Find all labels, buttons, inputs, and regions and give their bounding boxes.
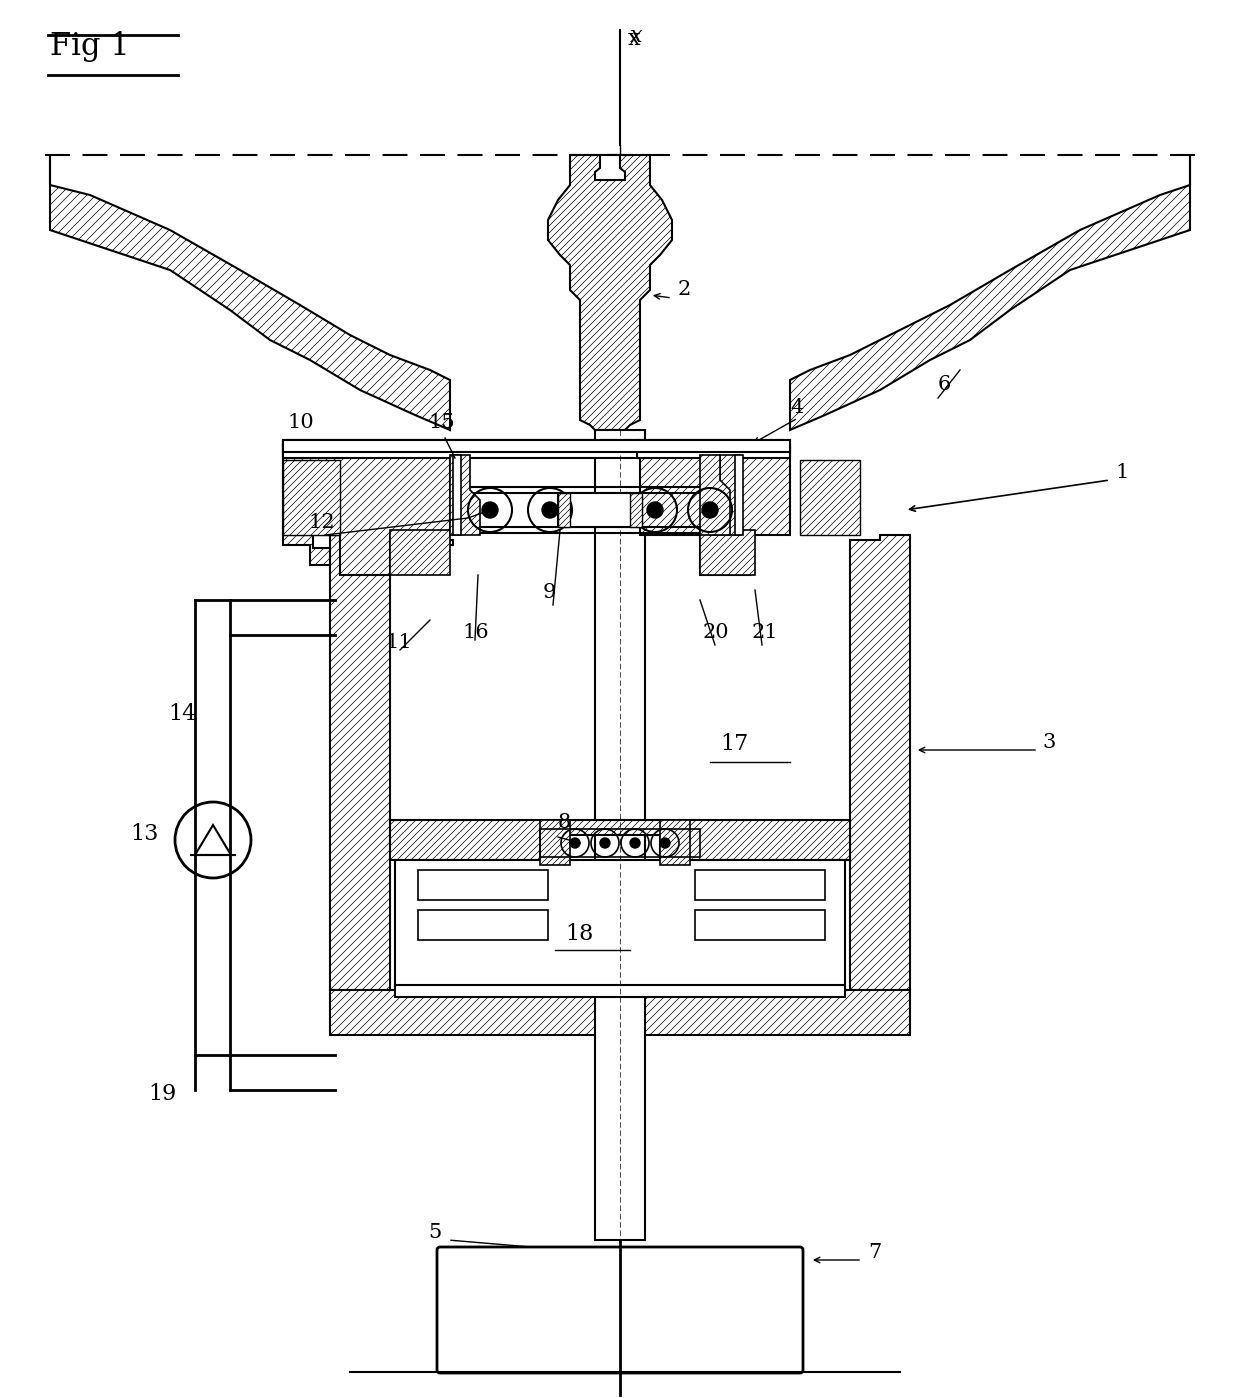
Polygon shape — [195, 825, 231, 856]
Text: 16: 16 — [463, 624, 489, 642]
Bar — [735, 454, 743, 535]
Polygon shape — [630, 493, 642, 527]
Polygon shape — [283, 443, 453, 565]
Polygon shape — [330, 535, 391, 990]
Text: x: x — [627, 28, 641, 50]
Text: 11: 11 — [384, 633, 412, 651]
Circle shape — [570, 837, 580, 849]
Polygon shape — [548, 155, 672, 431]
Polygon shape — [283, 460, 340, 535]
Polygon shape — [595, 155, 625, 180]
Bar — [418, 910, 548, 939]
Bar — [396, 860, 844, 990]
Circle shape — [600, 837, 610, 849]
Text: 8: 8 — [558, 814, 572, 832]
Circle shape — [542, 502, 558, 519]
Bar — [283, 440, 790, 452]
Polygon shape — [711, 454, 740, 535]
Text: 21: 21 — [751, 624, 779, 642]
Text: 20: 20 — [703, 624, 729, 642]
Polygon shape — [701, 530, 755, 575]
Polygon shape — [330, 990, 910, 1035]
Text: 13: 13 — [130, 823, 159, 844]
Text: 12: 12 — [308, 513, 335, 533]
Circle shape — [660, 837, 670, 849]
Bar — [466, 493, 734, 527]
Polygon shape — [849, 535, 910, 990]
Bar — [418, 870, 548, 900]
Bar — [453, 454, 461, 535]
Text: 19: 19 — [148, 1083, 176, 1104]
Text: 6: 6 — [937, 375, 951, 394]
Polygon shape — [391, 821, 849, 860]
Text: 5: 5 — [428, 1223, 441, 1241]
Polygon shape — [283, 445, 450, 575]
Bar — [396, 986, 844, 997]
Polygon shape — [800, 460, 861, 535]
Text: 7: 7 — [868, 1243, 882, 1262]
Polygon shape — [539, 821, 570, 865]
Bar — [694, 870, 825, 900]
Polygon shape — [558, 493, 570, 527]
Bar — [539, 829, 701, 857]
Circle shape — [630, 837, 640, 849]
Polygon shape — [640, 445, 790, 575]
Polygon shape — [790, 155, 1190, 431]
Circle shape — [702, 502, 718, 519]
Bar — [637, 440, 790, 459]
Text: 17: 17 — [720, 733, 748, 755]
FancyBboxPatch shape — [436, 1247, 804, 1373]
Bar — [283, 440, 644, 459]
Polygon shape — [595, 431, 645, 1240]
Text: 18: 18 — [565, 923, 594, 945]
Bar — [460, 487, 740, 533]
Text: 4: 4 — [790, 398, 804, 417]
Polygon shape — [450, 454, 480, 535]
Polygon shape — [50, 155, 450, 431]
Text: Fig 1: Fig 1 — [50, 31, 130, 62]
Text: 3: 3 — [1042, 733, 1055, 752]
Bar — [558, 493, 642, 527]
Polygon shape — [701, 454, 730, 535]
Text: 14: 14 — [167, 703, 196, 726]
Bar — [694, 910, 825, 939]
Circle shape — [647, 502, 663, 519]
Text: x: x — [630, 25, 642, 48]
Polygon shape — [660, 821, 689, 865]
Text: 10: 10 — [286, 412, 314, 432]
Text: 9: 9 — [543, 583, 557, 603]
Text: 15: 15 — [428, 412, 455, 432]
Polygon shape — [391, 530, 450, 575]
Text: 1: 1 — [1115, 463, 1128, 482]
Circle shape — [482, 502, 498, 519]
Text: 2: 2 — [678, 280, 691, 299]
